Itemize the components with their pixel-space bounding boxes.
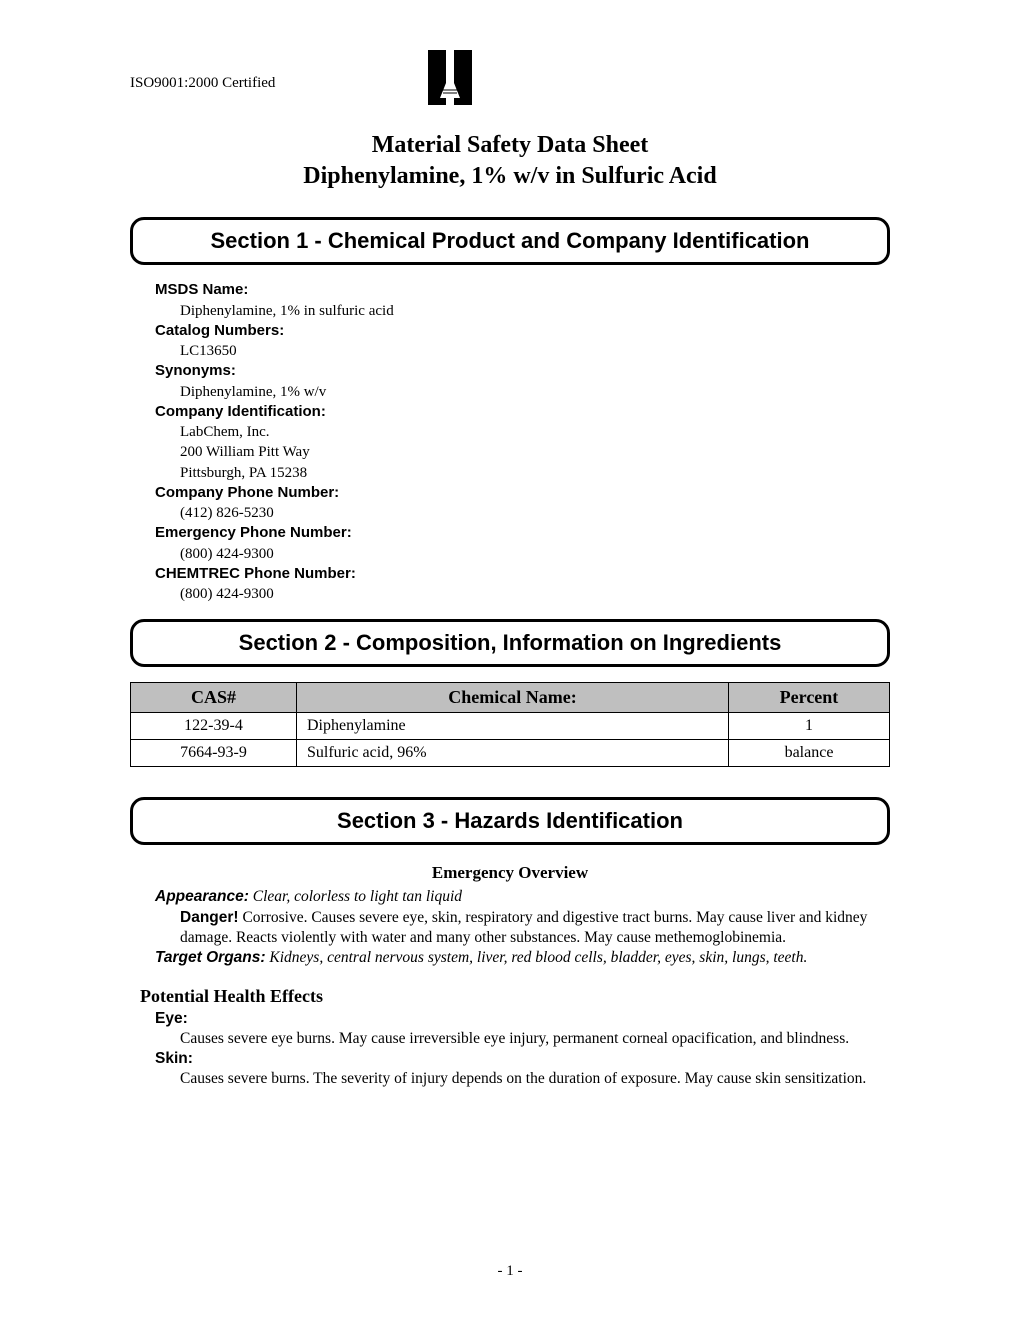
table-row: 122-39-4 Diphenylamine 1 bbox=[131, 713, 890, 740]
doc-title-2: Diphenylamine, 1% w/v in Sulfuric Acid bbox=[130, 161, 890, 192]
cell-pct: 1 bbox=[729, 713, 890, 740]
doc-title-1: Material Safety Data Sheet bbox=[130, 130, 890, 161]
section-2-title: Section 2 - Composition, Information on … bbox=[239, 630, 782, 655]
msds-page: ISO9001:2000 Certified Material Safety D… bbox=[0, 0, 1020, 1320]
company-id-label: Company Identification: bbox=[155, 402, 890, 422]
danger-block: Danger! Corrosive. Causes severe eye, sk… bbox=[180, 908, 890, 948]
catalog-label: Catalog Numbers: bbox=[155, 321, 890, 341]
emergency-phone-label: Emergency Phone Number: bbox=[155, 523, 890, 543]
potential-health-title: Potential Health Effects bbox=[140, 986, 890, 1007]
cell-cas: 7664-93-9 bbox=[131, 740, 297, 767]
company-line-2: 200 William Pitt Way bbox=[180, 442, 890, 462]
msds-name: Diphenylamine, 1% in sulfuric acid bbox=[180, 301, 890, 321]
table-header-row: CAS# Chemical Name: Percent bbox=[131, 683, 890, 713]
synonyms-label: Synonyms: bbox=[155, 361, 890, 381]
health-effects-block: Eye: Causes severe eye burns. May cause … bbox=[155, 1009, 890, 1090]
eye-text: Causes severe eye burns. May cause irrev… bbox=[180, 1029, 890, 1049]
col-percent: Percent bbox=[729, 683, 890, 713]
cell-name: Sulfuric acid, 96% bbox=[297, 740, 729, 767]
company-phone-label: Company Phone Number: bbox=[155, 483, 890, 503]
msds-name-label: MSDS Name: bbox=[155, 280, 890, 300]
section-1-title: Section 1 - Chemical Product and Company… bbox=[211, 228, 810, 253]
cell-pct: balance bbox=[729, 740, 890, 767]
target-organs-label: Target Organs: bbox=[155, 949, 266, 966]
section-3-title: Section 3 - Hazards Identification bbox=[337, 808, 683, 833]
col-cas: CAS# bbox=[131, 683, 297, 713]
appearance-label: Appearance: bbox=[155, 888, 249, 905]
company-line-1: LabChem, Inc. bbox=[180, 422, 890, 442]
iso-cert: ISO9001:2000 Certified bbox=[130, 75, 275, 92]
target-organs-line: Target Organs: Kidneys, central nervous … bbox=[155, 948, 890, 968]
chemtrec-phone: (800) 424-9300 bbox=[180, 584, 890, 604]
company-info-block: MSDS Name: Diphenylamine, 1% in sulfuric… bbox=[155, 280, 890, 604]
section-2-header: Section 2 - Composition, Information on … bbox=[130, 619, 890, 667]
section-1-header: Section 1 - Chemical Product and Company… bbox=[130, 217, 890, 265]
col-name: Chemical Name: bbox=[297, 683, 729, 713]
company-line-3: Pittsburgh, PA 15238 bbox=[180, 463, 890, 483]
header-row: ISO9001:2000 Certified bbox=[130, 50, 890, 110]
company-phone: (412) 826-5230 bbox=[180, 503, 890, 523]
catalog-number: LC13650 bbox=[180, 341, 890, 361]
emergency-phone: (800) 424-9300 bbox=[180, 544, 890, 564]
cell-name: Diphenylamine bbox=[297, 713, 729, 740]
page-number: - 1 - bbox=[0, 1263, 1020, 1280]
section-3-header: Section 3 - Hazards Identification bbox=[130, 797, 890, 845]
skin-label: Skin: bbox=[155, 1049, 890, 1069]
appearance-text: Clear, colorless to light tan liquid bbox=[249, 888, 462, 905]
target-organs-text: Kidneys, central nervous system, liver, … bbox=[266, 949, 808, 966]
title-block: Material Safety Data Sheet Diphenylamine… bbox=[130, 130, 890, 192]
chemtrec-phone-label: CHEMTREC Phone Number: bbox=[155, 564, 890, 584]
composition-table: CAS# Chemical Name: Percent 122-39-4 Dip… bbox=[130, 682, 890, 767]
table-row: 7664-93-9 Sulfuric acid, 96% balance bbox=[131, 740, 890, 767]
overview-block: Appearance: Clear, colorless to light ta… bbox=[155, 887, 890, 968]
skin-text: Causes severe burns. The severity of inj… bbox=[180, 1069, 890, 1089]
danger-text: Corrosive. Causes severe eye, skin, resp… bbox=[180, 909, 867, 946]
appearance-line: Appearance: Clear, colorless to light ta… bbox=[155, 887, 890, 907]
synonyms: Diphenylamine, 1% w/v bbox=[180, 382, 890, 402]
danger-label: Danger! bbox=[180, 909, 239, 926]
company-logo bbox=[420, 50, 480, 110]
cell-cas: 122-39-4 bbox=[131, 713, 297, 740]
eye-label: Eye: bbox=[155, 1009, 890, 1029]
emergency-overview-title: Emergency Overview bbox=[130, 863, 890, 883]
